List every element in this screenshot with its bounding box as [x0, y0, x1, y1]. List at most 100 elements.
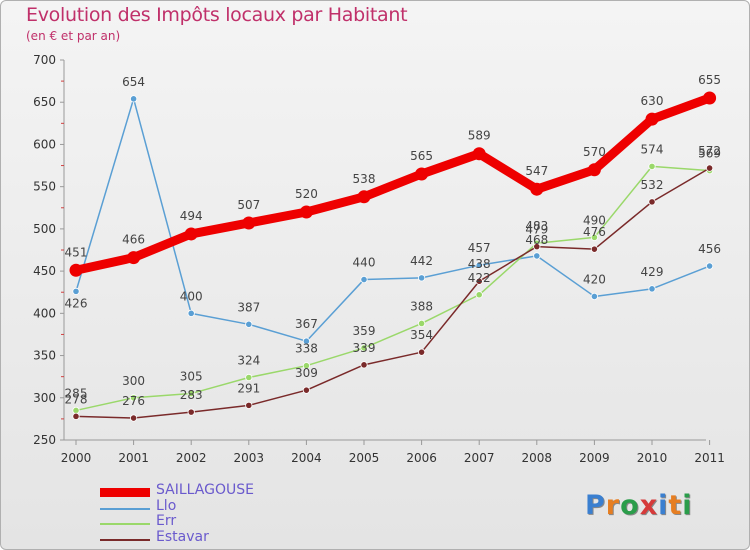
y-tick-label: 250: [33, 433, 56, 447]
data-point: [302, 386, 310, 394]
data-point: [130, 394, 138, 402]
series-line-llo: [75, 98, 711, 342]
data-label: 654: [122, 75, 145, 89]
data-point: [590, 292, 599, 301]
data-point: [530, 182, 544, 196]
data-label: 339: [353, 341, 376, 355]
data-point: [357, 190, 371, 204]
data-label: 456: [698, 242, 721, 256]
data-label: 451: [65, 245, 88, 259]
data-label: 520: [295, 187, 318, 201]
data-point: [648, 285, 656, 293]
data-label: 387: [237, 300, 260, 314]
data-point: [590, 233, 599, 241]
data-point: [302, 362, 310, 370]
data-point: [533, 252, 541, 260]
data-label: 565: [410, 149, 433, 163]
x-tick-label: 2011: [694, 451, 725, 465]
legend-label: Estavar: [156, 529, 209, 545]
data-point: [130, 95, 138, 103]
data-label: 494: [180, 209, 203, 223]
data-label: 442: [410, 254, 433, 268]
legend-swatch: [100, 488, 150, 497]
data-point: [130, 414, 138, 422]
data-point: [360, 361, 368, 369]
data-label: 309: [295, 366, 318, 380]
x-tick-label: 2003: [234, 451, 265, 465]
data-label: 429: [641, 265, 664, 279]
data-label: 422: [468, 271, 491, 285]
data-point: [187, 389, 195, 398]
proxiti-logo: Proxiti: [585, 490, 693, 521]
data-label: 538: [353, 172, 376, 186]
y-tick-label: 700: [33, 53, 56, 67]
x-tick-label: 2007: [464, 451, 495, 465]
data-label: 532: [641, 178, 664, 192]
y-tick-label: 650: [33, 95, 56, 109]
data-point: [299, 205, 313, 219]
data-label: 507: [237, 198, 260, 212]
data-point: [302, 337, 310, 345]
x-tick-label: 2001: [118, 451, 149, 465]
data-point: [245, 320, 253, 328]
data-label: 655: [698, 73, 721, 87]
y-tick-label: 500: [33, 222, 56, 236]
data-point: [245, 373, 253, 382]
y-tick-label: 400: [33, 306, 56, 320]
x-tick-label: 2005: [349, 451, 380, 465]
data-point: [645, 112, 659, 126]
chart-subtitle: (en € et par an): [26, 29, 121, 43]
legend-label: SAILLAGOUSE: [156, 482, 254, 498]
data-point: [417, 319, 426, 328]
series-line-estavar: [75, 167, 711, 419]
data-label: 572: [698, 144, 721, 158]
data-point: [72, 412, 80, 420]
data-label: 630: [641, 94, 664, 108]
legend-swatch: [100, 523, 150, 525]
data-label: 438: [468, 257, 491, 271]
data-point: [127, 251, 141, 265]
legend-swatch: [100, 508, 150, 510]
data-label: 589: [468, 129, 491, 143]
data-point: [587, 163, 601, 177]
data-label: 283: [180, 388, 203, 402]
data-point: [184, 227, 198, 241]
data-point: [242, 216, 256, 230]
data-label: 324: [237, 354, 260, 368]
data-point: [187, 408, 195, 416]
data-label: 457: [468, 241, 491, 255]
data-label: 570: [583, 145, 606, 159]
data-label: 305: [180, 370, 203, 384]
y-tick-label: 300: [33, 391, 56, 405]
data-point: [705, 262, 714, 270]
x-tick-label: 2004: [291, 451, 322, 465]
data-label: 547: [525, 164, 548, 178]
data-label: 426: [65, 296, 88, 310]
data-label: 420: [583, 272, 606, 286]
y-tick-label: 600: [33, 137, 56, 151]
data-point: [648, 198, 656, 206]
data-point: [72, 406, 80, 415]
data-label: 440: [353, 256, 376, 270]
chart-title: Evolution des Impôts locaux par Habitant: [26, 4, 408, 26]
series-line-err: [75, 165, 711, 412]
data-label: 490: [583, 213, 606, 227]
data-label: 569: [698, 147, 721, 161]
data-point: [533, 243, 541, 251]
data-label: 466: [122, 233, 145, 247]
data-label: 468: [525, 233, 548, 247]
data-label: 476: [583, 225, 606, 239]
data-point: [475, 261, 483, 269]
data-label: 338: [295, 342, 318, 356]
x-tick-label: 2002: [176, 451, 207, 465]
legend-label: Llo: [156, 498, 177, 514]
data-point: [475, 291, 483, 299]
data-label: 278: [65, 392, 88, 406]
data-point: [72, 287, 80, 295]
data-point: [705, 164, 714, 172]
y-tick-label: 550: [33, 180, 56, 194]
data-point: [245, 401, 253, 409]
data-point: [417, 348, 426, 356]
